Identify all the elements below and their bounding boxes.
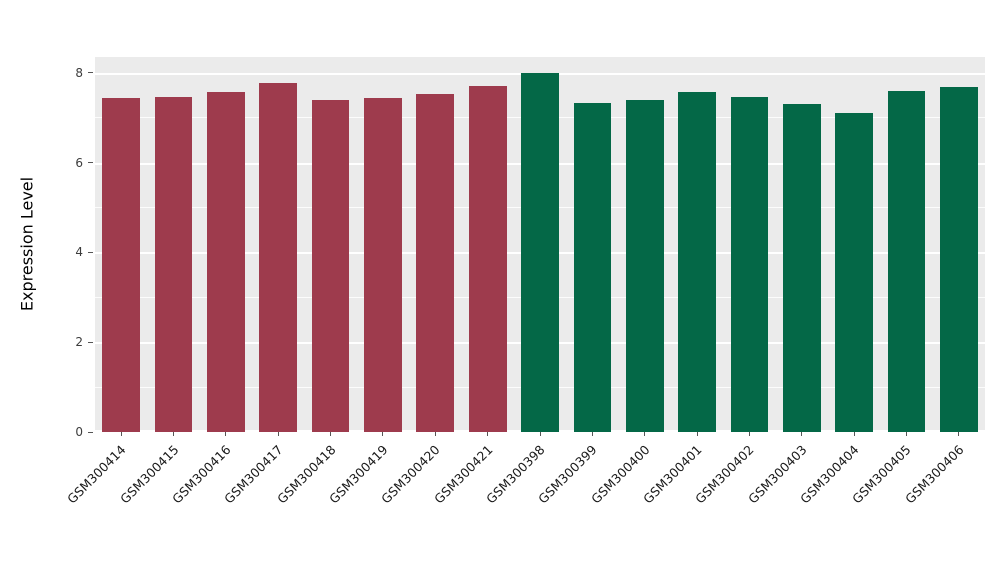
- x-tick-mark: [644, 432, 646, 436]
- bar-slot: [252, 57, 304, 432]
- y-tick-mark: [88, 251, 93, 253]
- bar: [625, 99, 664, 432]
- y-tick-mark: [88, 162, 93, 164]
- bar-slot: [462, 57, 514, 432]
- bar: [154, 97, 193, 432]
- bar: [678, 92, 716, 432]
- bar: [730, 96, 769, 432]
- bar-slot: [828, 57, 880, 432]
- bar: [468, 86, 507, 432]
- bar-slot: [671, 57, 723, 432]
- bar-slot: [880, 57, 932, 432]
- bar: [783, 103, 821, 432]
- bar: [416, 94, 455, 432]
- bar-slot: [723, 57, 775, 432]
- y-tick-label: 0: [75, 425, 83, 439]
- y-axis-title: Expression Level: [17, 176, 37, 312]
- y-tick-label: 8: [75, 65, 83, 80]
- bar: [102, 98, 141, 432]
- y-tick-label: 2: [75, 335, 83, 350]
- x-tick-mark: [853, 432, 855, 436]
- bars-container: [95, 57, 985, 432]
- plot-panel: [95, 57, 985, 432]
- bar-slot: [514, 57, 566, 432]
- bar: [521, 72, 559, 432]
- bar: [887, 90, 926, 432]
- bar-slot: [933, 57, 985, 432]
- bar-slot: [409, 57, 461, 432]
- x-tick-mark: [591, 432, 593, 436]
- bar-slot: [566, 57, 618, 432]
- x-tick-mark: [225, 432, 227, 436]
- bar: [940, 87, 978, 432]
- y-tick-mark: [88, 72, 93, 74]
- y-tick-label: 6: [75, 155, 83, 170]
- x-tick-mark: [905, 432, 907, 436]
- bar-slot: [200, 57, 252, 432]
- y-tick-label: 4: [75, 245, 83, 260]
- x-tick-mark: [801, 432, 803, 436]
- bar-slot: [147, 57, 199, 432]
- y-tick-mark: [88, 341, 93, 343]
- x-tick-mark: [958, 432, 960, 436]
- bar: [207, 92, 245, 432]
- x-tick-mark: [748, 432, 750, 436]
- bar-slot: [619, 57, 671, 432]
- x-tick-mark: [382, 432, 384, 436]
- bar: [311, 100, 350, 432]
- x-tick-mark: [277, 432, 279, 436]
- x-tick-mark: [330, 432, 332, 436]
- bar-slot: [776, 57, 828, 432]
- x-tick-mark: [696, 432, 698, 436]
- bar: [364, 97, 402, 432]
- x-tick-mark: [173, 432, 175, 436]
- x-tick-mark: [539, 432, 541, 436]
- x-tick-mark: [487, 432, 489, 436]
- bar: [835, 113, 874, 432]
- y-tick-mark: [88, 431, 93, 433]
- bar-slot: [95, 57, 147, 432]
- bar-slot: [357, 57, 409, 432]
- bar-slot: [304, 57, 356, 432]
- bar: [573, 103, 612, 432]
- x-tick-mark: [434, 432, 436, 436]
- x-tick-mark: [120, 432, 122, 436]
- bar: [259, 82, 298, 432]
